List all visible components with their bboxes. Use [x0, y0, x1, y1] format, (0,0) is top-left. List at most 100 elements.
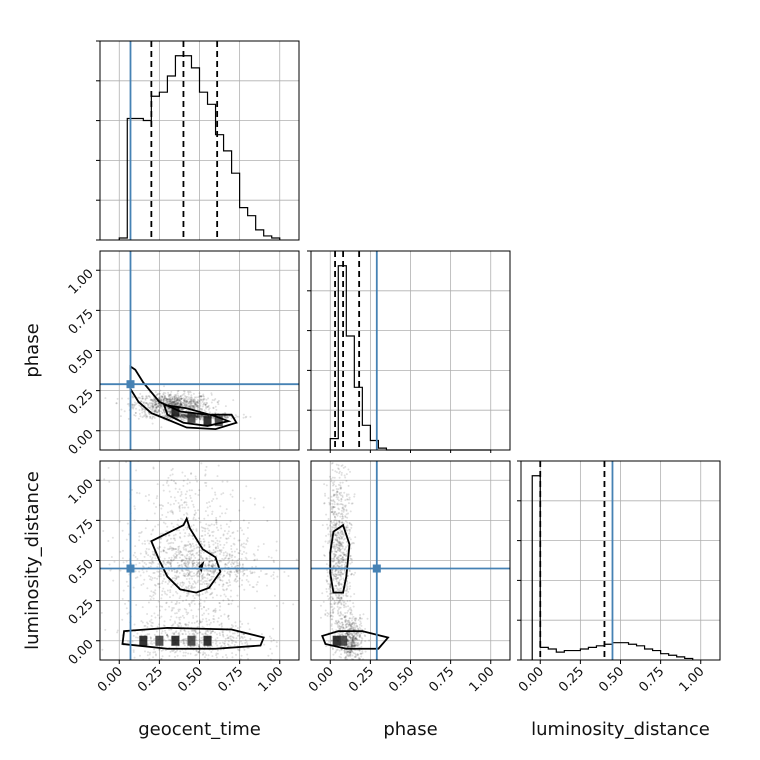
scatter-point: [223, 574, 226, 577]
scatter-point: [228, 573, 231, 576]
scatter-point: [189, 550, 192, 553]
scatter-point: [332, 498, 335, 501]
scatter-point: [175, 577, 178, 580]
scatter-point: [193, 633, 196, 636]
scatter-point: [101, 648, 104, 651]
scatter-point: [138, 532, 141, 535]
scatter-point: [176, 416, 179, 419]
scatter-point: [353, 641, 356, 644]
scatter-point: [344, 499, 347, 502]
scatter-point: [210, 630, 213, 633]
scatter-point: [342, 538, 345, 541]
scatter-point: [339, 487, 342, 490]
scatter-point: [267, 654, 270, 657]
scatter-point: [160, 550, 163, 553]
scatter-point: [225, 541, 228, 544]
scatter-point: [183, 397, 186, 400]
scatter-point: [200, 414, 203, 417]
scatter-point: [339, 503, 342, 506]
scatter-point: [167, 399, 170, 402]
scatter-point: [151, 550, 154, 553]
scatter-point: [211, 565, 214, 568]
scatter-point: [342, 578, 345, 581]
scatter-point: [333, 552, 336, 555]
scatter-point: [229, 520, 232, 523]
scatter-point: [339, 614, 342, 617]
scatter-point: [245, 641, 248, 644]
scatter-point: [139, 415, 142, 418]
scatter-point: [142, 571, 145, 574]
scatter-point: [330, 534, 333, 537]
scatter-point: [155, 402, 158, 405]
scatter-point: [185, 403, 188, 406]
scatter-point: [172, 398, 175, 401]
scatter-point: [144, 542, 147, 545]
scatter-point: [351, 541, 354, 544]
scatter-point: [183, 544, 186, 547]
scatter-point: [169, 547, 172, 550]
scatter-point: [340, 473, 343, 476]
scatter-point: [80, 628, 82, 630]
scatter-point: [205, 582, 208, 585]
scatter-point: [345, 525, 348, 528]
scatter-point: [236, 648, 239, 651]
scatter-point: [227, 530, 230, 533]
scatter-point: [205, 407, 208, 410]
scatter-point: [177, 397, 180, 400]
scatter-point: [185, 562, 188, 565]
scatter-point: [361, 651, 364, 654]
scatter-point: [331, 499, 334, 502]
scatter-point: [348, 608, 351, 611]
scatter-point: [170, 570, 173, 573]
scatter-point: [173, 632, 176, 635]
scatter-point: [184, 637, 187, 640]
scatter-point: [233, 632, 236, 635]
scatter-point: [153, 591, 156, 594]
scatter-point: [193, 513, 196, 516]
scatter-point: [228, 575, 231, 578]
scatter-point: [197, 553, 200, 556]
scatter-point: [331, 476, 334, 479]
scatter-point: [364, 650, 367, 653]
scatter-point: [341, 541, 344, 544]
scatter-point: [148, 401, 151, 404]
scatter-point: [353, 637, 356, 640]
scatter-point: [149, 415, 152, 418]
scatter-point: [220, 549, 223, 552]
scatter-point: [224, 416, 227, 419]
scatter-point: [347, 493, 350, 496]
scatter-point: [334, 550, 337, 553]
scatter-point: [337, 612, 340, 615]
scatter-point: [169, 411, 172, 414]
scatter-point: [345, 632, 348, 635]
scatter-point: [160, 507, 163, 510]
scatter-point: [183, 402, 186, 405]
scatter-point: [276, 575, 279, 578]
scatter-point: [204, 565, 207, 568]
scatter-point: [212, 540, 215, 543]
scatter-point: [198, 417, 201, 420]
scatter-point: [188, 404, 191, 407]
scatter-point: [180, 560, 183, 563]
scatter-point: [185, 549, 188, 552]
scatter-point: [331, 569, 334, 572]
scatter-point: [330, 557, 333, 560]
scatter-point: [330, 599, 332, 602]
scatter-point: [193, 629, 196, 632]
scatter-point: [184, 400, 187, 403]
scatter-point: [208, 546, 211, 549]
scatter-point: [210, 650, 213, 653]
scatter-point: [340, 648, 343, 651]
scatter-point: [137, 417, 140, 420]
scatter-point: [351, 502, 354, 505]
scatter-point: [144, 397, 147, 400]
scatter-point: [218, 602, 221, 605]
scatter-point: [197, 594, 200, 597]
scatter-point: [341, 573, 344, 576]
scatter-point: [196, 632, 199, 635]
scatter-point: [219, 605, 222, 608]
scatter-point: [196, 400, 199, 403]
scatter-point: [346, 529, 349, 532]
scatter-point: [167, 391, 170, 394]
scatter-point: [176, 401, 179, 404]
